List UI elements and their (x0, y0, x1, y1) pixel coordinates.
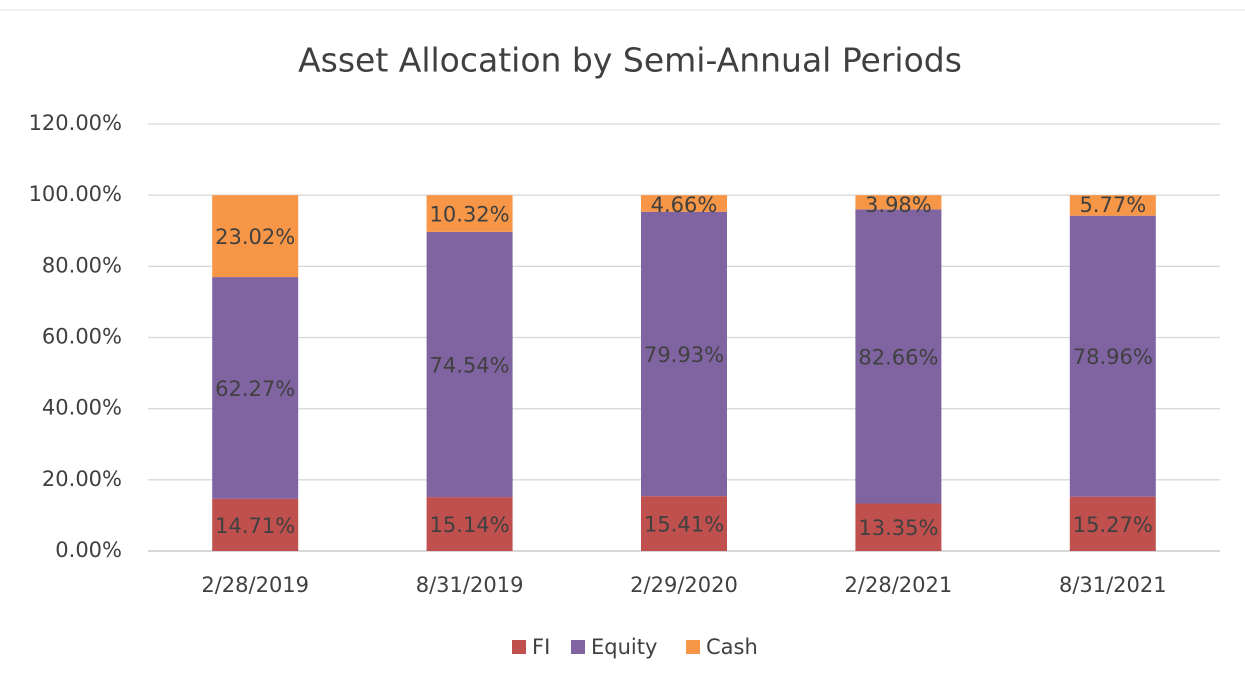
bar-segment (426, 497, 513, 551)
x-tick-label: 2/29/2020 (630, 573, 738, 597)
bar-segment (212, 277, 299, 499)
legend-swatch (512, 640, 526, 654)
bar-segment (641, 496, 727, 551)
bar-segment (426, 231, 513, 498)
legend-label: FI (532, 635, 550, 659)
y-tick-label: 60.00% (42, 325, 122, 349)
bar-segment (426, 195, 513, 232)
data-label: 82.66% (858, 345, 938, 369)
data-label: 23.02% (215, 225, 295, 249)
bar-segment (641, 195, 727, 212)
bar-segment (212, 195, 299, 278)
data-label: 79.93% (644, 343, 724, 367)
x-tick-label: 8/31/2021 (1059, 573, 1167, 597)
y-tick-label: 80.00% (42, 253, 122, 277)
data-label: 74.54% (430, 354, 510, 378)
y-tick-label: 0.00% (55, 538, 122, 562)
data-label: 5.77% (1079, 193, 1146, 217)
bar-segment (1069, 496, 1156, 551)
bar-segment (1069, 215, 1156, 497)
x-tick-label: 2/28/2021 (845, 573, 953, 597)
bar-segment (641, 211, 727, 497)
data-label: 78.96% (1073, 345, 1153, 369)
x-tick-label: 8/31/2019 (416, 573, 524, 597)
data-label: 3.98% (865, 193, 932, 217)
legend-label: Cash (706, 635, 758, 659)
data-label: 15.41% (644, 513, 724, 537)
data-label: 10.32% (430, 203, 510, 227)
y-tick-label: 20.00% (42, 467, 122, 491)
x-tick-label: 2/28/2019 (201, 573, 309, 597)
data-label: 15.27% (1073, 513, 1153, 537)
data-label: 4.66% (651, 193, 718, 217)
bar-segment (212, 498, 299, 551)
y-tick-label: 100.00% (29, 182, 122, 206)
legend-swatch (686, 640, 700, 654)
legend-swatch (571, 640, 585, 654)
data-label: 62.27% (215, 377, 295, 401)
legend-label: Equity (591, 635, 657, 659)
bar-segment (855, 209, 942, 504)
bar-segment (855, 195, 942, 210)
data-label: 14.71% (215, 514, 295, 538)
bar-segment (1069, 195, 1156, 216)
y-tick-label: 120.00% (29, 111, 122, 135)
chart-title: Asset Allocation by Semi-Annual Periods (298, 41, 962, 80)
y-tick-label: 40.00% (42, 396, 122, 420)
data-label: 13.35% (858, 516, 938, 540)
bar-segment (855, 503, 942, 551)
data-label: 15.14% (430, 513, 510, 537)
